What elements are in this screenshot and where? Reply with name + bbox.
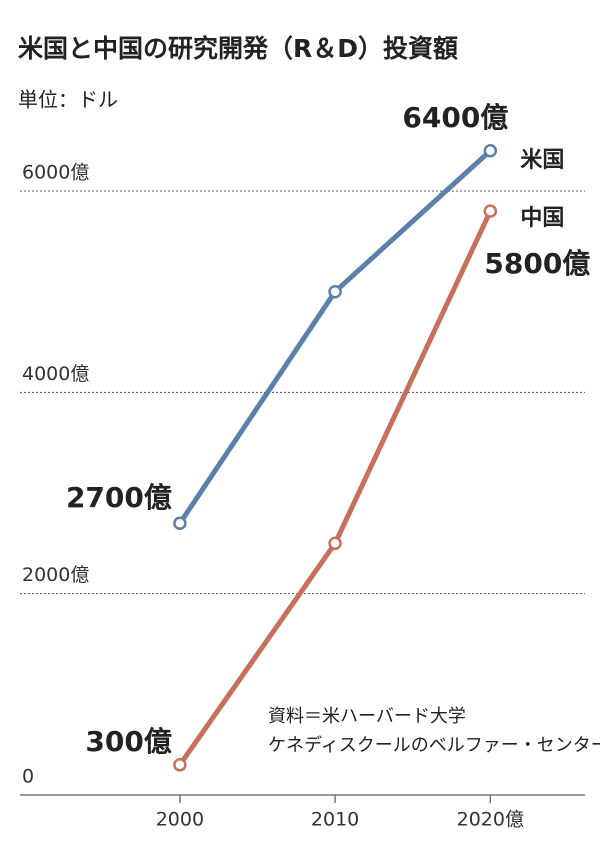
data-label: 5800億 xyxy=(484,247,590,280)
data-point xyxy=(328,536,342,551)
x-tick-label: 2010 xyxy=(311,809,359,831)
legend-label: 中国 xyxy=(520,206,564,231)
source-note: 資料＝米ハーバード大学 xyxy=(268,706,466,727)
y-tick-label: 0 xyxy=(22,766,34,788)
y-tick-label: 2000億 xyxy=(22,564,89,586)
legend-label: 米国 xyxy=(520,148,564,173)
series-line xyxy=(177,148,492,525)
data-point xyxy=(173,516,187,530)
data-label: 300億 xyxy=(85,725,171,758)
x-tick-label: 2020億 xyxy=(457,809,524,831)
source-note: ケネディスクールのベルファー・センター xyxy=(268,735,600,756)
data-label: 2700億 xyxy=(66,481,172,514)
data-point xyxy=(173,758,187,772)
x-tick-label: 2000 xyxy=(156,809,204,831)
data-point xyxy=(483,144,498,158)
y-tick-label: 4000億 xyxy=(22,363,89,385)
data-label: 6400億 xyxy=(402,101,508,134)
y-tick-label: 6000億 xyxy=(22,162,89,184)
data-point xyxy=(328,284,342,299)
chart-subtitle: 単位：ドル xyxy=(18,88,118,112)
chart-title: 米国と中国の研究開発（R＆D）投資額 xyxy=(18,34,458,63)
data-point xyxy=(483,204,498,218)
